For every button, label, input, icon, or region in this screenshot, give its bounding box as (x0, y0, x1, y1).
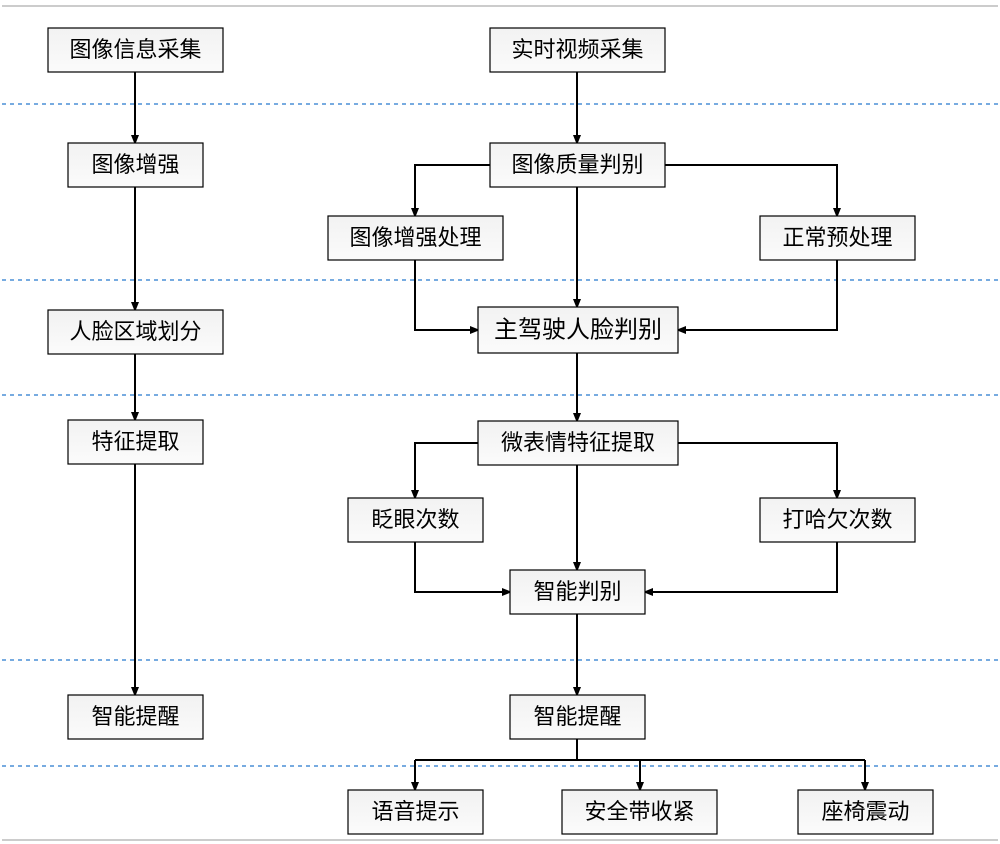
flowchart-canvas: 图像信息采集图像增强人脸区域划分特征提取智能提醒 实时视频采集图像质量判别图像增强… (0, 0, 1000, 844)
flow-edge (415, 165, 490, 216)
flow-node-label: 打哈欠次数 (782, 507, 892, 532)
flow-edge (645, 542, 837, 592)
flow-node-R2b: 正常预处理 (760, 216, 915, 260)
flow-edge (665, 165, 837, 216)
flow-node-R6a: 语音提示 (348, 790, 483, 834)
flow-node-label: 语音提示 (371, 799, 459, 824)
flow-node-R2: 图像质量判别 (490, 143, 665, 187)
flow-node-R6: 智能提醒 (510, 695, 645, 739)
flow-node-label: 主驾驶人脸判别 (494, 316, 662, 343)
flow-node-label: 人脸区域划分 (69, 319, 201, 344)
flow-node-R4b: 打哈欠次数 (760, 498, 915, 542)
flow-node-R3: 主驾驶人脸判别 (478, 307, 678, 353)
flow-edge (415, 260, 478, 330)
flow-node-R2a: 图像增强处理 (328, 216, 503, 260)
flow-edge (678, 260, 837, 330)
flow-node-label: 座椅震动 (821, 799, 909, 824)
flow-node-L1: 图像信息采集 (48, 28, 223, 72)
flow-node-L2: 图像增强 (68, 143, 203, 187)
flow-node-label: 微表情特征提取 (501, 430, 655, 455)
flow-node-L3: 人脸区域划分 (48, 310, 223, 354)
flow-node-R6b: 安全带收紧 (562, 790, 717, 834)
flow-node-R4: 微表情特征提取 (478, 421, 678, 465)
flow-edge (678, 443, 837, 498)
flow-node-label: 眨眼次数 (371, 507, 459, 532)
flow-node-R6c: 座椅震动 (798, 790, 933, 834)
flow-node-label: 特征提取 (91, 429, 179, 454)
flow-edge (415, 443, 478, 498)
flow-node-L4: 特征提取 (68, 420, 203, 464)
flow-node-label: 智能提醒 (533, 704, 621, 729)
flow-node-L5: 智能提醒 (68, 695, 203, 739)
flow-edge (415, 542, 510, 592)
flow-node-label: 智能提醒 (91, 704, 179, 729)
flow-node-label: 正常预处理 (782, 225, 892, 250)
flow-node-R1: 实时视频采集 (490, 28, 665, 72)
flow-node-R4a: 眨眼次数 (348, 498, 483, 542)
flow-node-label: 图像增强 (91, 152, 179, 177)
flow-node-label: 安全带收紧 (584, 799, 694, 824)
flow-node-R5: 智能判别 (510, 570, 645, 614)
flow-node-label: 图像增强处理 (349, 225, 481, 250)
flow-node-label: 实时视频采集 (511, 37, 643, 62)
flow-node-label: 图像信息采集 (69, 37, 201, 62)
flow-node-label: 智能判别 (533, 579, 621, 604)
flow-node-label: 图像质量判别 (511, 152, 643, 177)
